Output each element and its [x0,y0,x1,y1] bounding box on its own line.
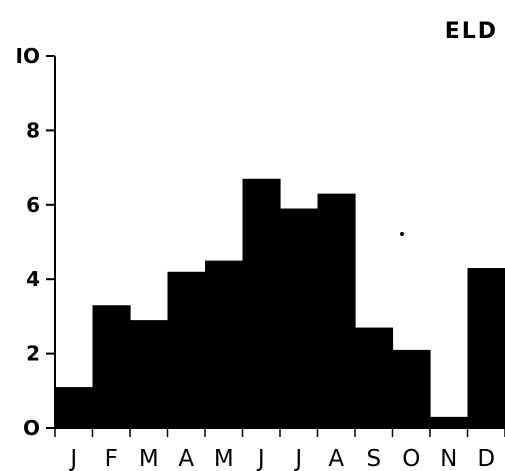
bar-9 [355,327,394,428]
bar-8 [317,193,356,428]
x-tick-label: D [477,446,495,471]
bar-6 [242,178,281,428]
y-tick-label: 4 [26,267,40,291]
x-tick-label: O [402,446,420,471]
bar-4 [167,271,206,428]
x-tick-label: M [139,446,159,471]
bar-1 [55,387,94,428]
bar-12 [467,268,505,428]
x-tick-label: J [68,446,77,471]
x-tick-label: N [440,446,457,471]
stray-dot-mark [400,232,404,236]
chart-title: ELD [445,19,498,44]
bar-5 [205,260,244,428]
bar-11 [430,416,469,428]
y-tick-label: IO [16,44,40,68]
bar-10 [392,349,431,428]
bar-2 [92,305,131,428]
x-tick-label: F [105,446,118,471]
x-tick-label: M [214,446,234,471]
y-tick-label: 8 [26,118,40,142]
x-tick-label: A [328,446,344,471]
bars-group [55,178,505,428]
x-tick-label: S [366,446,381,471]
y-tick-label: O [23,416,40,440]
y-tick-label: 6 [26,193,40,217]
y-tick-label: 2 [26,342,40,366]
x-tick-label: J [256,446,265,471]
x-tick-label: J [293,446,302,471]
x-tick-label: A [178,446,194,471]
bar-3 [130,320,169,428]
bar-7 [280,208,319,428]
y-ticks: O 2 4 6 8 IO [16,44,55,440]
